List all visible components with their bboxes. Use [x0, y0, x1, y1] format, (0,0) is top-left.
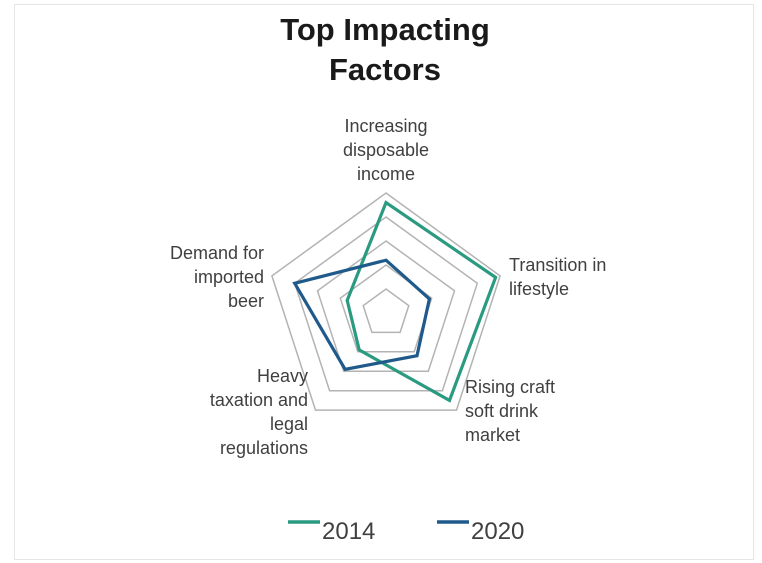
legend: 2014 2020: [288, 518, 524, 545]
legend-label-2014: 2014: [322, 518, 375, 545]
chart-title: Top Impacting Factors: [0, 10, 762, 90]
axis-label-1-line-3: income: [357, 164, 415, 184]
axis-label-5-line-3: beer: [228, 291, 264, 311]
axis-label-4-line-3: legal: [270, 414, 308, 434]
axis-labels: Increasing disposable income Transition in l…: [170, 116, 606, 458]
axis-label-5-line-1: Demand for: [170, 243, 264, 263]
axis-label-1-line-2: disposable: [343, 140, 429, 160]
radar-grid: [271, 192, 501, 411]
axis-label-1-line-1: Increasing: [344, 116, 427, 136]
axis-label-3: Rising craft soft drink market: [465, 377, 555, 445]
series-line-2014: [345, 200, 498, 403]
radar-series: [292, 200, 498, 403]
grid-ring-5: [271, 192, 501, 411]
axis-label-2-line-1: Transition in: [509, 255, 606, 275]
legend-label-2020: 2020: [471, 518, 524, 545]
axis-label-4-line-4: regulations: [220, 438, 308, 458]
axis-label-4-line-1: Heavy: [257, 366, 308, 386]
grid-ring-2: [339, 264, 433, 353]
grid-ring-1: [362, 288, 410, 334]
axis-label-1: Increasing disposable income: [343, 116, 429, 184]
axis-label-3-line-1: Rising craft: [465, 377, 555, 397]
axis-label-3-line-3: market: [465, 425, 520, 445]
axis-label-4: Heavy taxation and legal regulations: [210, 366, 308, 458]
chart-title-line-2: Factors: [329, 52, 441, 87]
axis-label-3-line-2: soft drink: [465, 401, 539, 421]
axis-label-4-line-2: taxation and: [210, 390, 308, 410]
grid-ring-4: [293, 216, 479, 392]
grid-ring-3: [316, 240, 456, 372]
axis-label-5-line-2: imported: [194, 267, 264, 287]
axis-label-5: Demand for imported beer: [170, 243, 264, 311]
chart-title-line-1: Top Impacting: [280, 12, 490, 47]
axis-label-2-line-2: lifestyle: [509, 279, 569, 299]
series-line-2020: [292, 258, 432, 372]
chart-frame: [14, 4, 754, 560]
axis-label-2: Transition in lifestyle: [509, 255, 606, 299]
